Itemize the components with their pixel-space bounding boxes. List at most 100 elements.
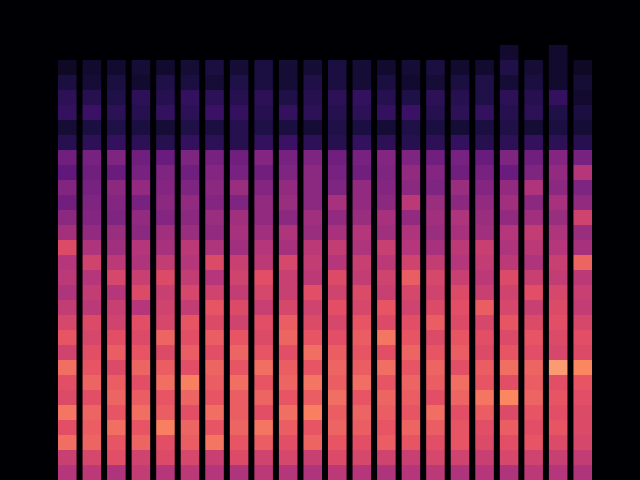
cell xyxy=(254,435,273,450)
cell xyxy=(451,345,470,360)
cell xyxy=(377,300,396,315)
cell xyxy=(156,450,175,465)
cell xyxy=(524,0,543,15)
cell xyxy=(230,360,249,375)
cell xyxy=(132,105,151,120)
cell xyxy=(156,285,175,300)
cell xyxy=(524,60,543,75)
cell xyxy=(83,390,102,405)
cell xyxy=(500,390,519,405)
cell xyxy=(156,240,175,255)
cell xyxy=(83,345,102,360)
cell xyxy=(132,420,151,435)
cell xyxy=(524,30,543,45)
cell xyxy=(230,165,249,180)
cell xyxy=(451,60,470,75)
cell xyxy=(254,120,273,135)
cell xyxy=(402,330,421,345)
cell xyxy=(205,330,224,345)
cell xyxy=(353,60,372,75)
cell xyxy=(205,345,224,360)
cell xyxy=(500,420,519,435)
cell xyxy=(328,90,347,105)
cell xyxy=(573,210,592,225)
cell xyxy=(205,225,224,240)
cell xyxy=(524,165,543,180)
cell xyxy=(328,135,347,150)
cell xyxy=(475,180,494,195)
cell xyxy=(475,195,494,210)
cell xyxy=(303,135,322,150)
cell xyxy=(58,165,77,180)
cell xyxy=(107,315,126,330)
cell xyxy=(402,450,421,465)
cell xyxy=(107,60,126,75)
cell xyxy=(58,225,77,240)
cell xyxy=(303,360,322,375)
cell xyxy=(328,75,347,90)
cell xyxy=(83,465,102,480)
cell xyxy=(58,15,77,30)
cell xyxy=(156,300,175,315)
cell xyxy=(205,165,224,180)
cell xyxy=(377,120,396,135)
cell xyxy=(132,90,151,105)
cell xyxy=(58,390,77,405)
cell xyxy=(58,420,77,435)
cell xyxy=(83,150,102,165)
cell xyxy=(181,45,200,60)
cell xyxy=(573,390,592,405)
cell xyxy=(426,360,445,375)
cell xyxy=(475,300,494,315)
cell xyxy=(377,360,396,375)
cell xyxy=(573,75,592,90)
cell xyxy=(353,210,372,225)
cell xyxy=(303,180,322,195)
cell xyxy=(230,60,249,75)
cell xyxy=(402,210,421,225)
cell xyxy=(377,90,396,105)
cell xyxy=(107,375,126,390)
cell xyxy=(156,390,175,405)
cell xyxy=(279,150,298,165)
cell xyxy=(83,180,102,195)
cell xyxy=(573,90,592,105)
cell xyxy=(303,75,322,90)
cell xyxy=(573,45,592,60)
cell xyxy=(303,375,322,390)
cell xyxy=(254,225,273,240)
cell xyxy=(377,195,396,210)
cell xyxy=(549,405,568,420)
cell xyxy=(132,255,151,270)
cell xyxy=(524,345,543,360)
cell xyxy=(230,75,249,90)
cell xyxy=(156,420,175,435)
cell xyxy=(230,435,249,450)
cell xyxy=(58,45,77,60)
cell xyxy=(549,255,568,270)
cell xyxy=(573,435,592,450)
cell xyxy=(205,255,224,270)
cell xyxy=(230,210,249,225)
cell xyxy=(402,420,421,435)
cell xyxy=(328,270,347,285)
cell xyxy=(303,390,322,405)
cell xyxy=(549,0,568,15)
cell xyxy=(58,120,77,135)
cell xyxy=(402,255,421,270)
cell xyxy=(475,210,494,225)
cell xyxy=(205,0,224,15)
cell xyxy=(475,420,494,435)
cell xyxy=(426,210,445,225)
cell xyxy=(524,420,543,435)
cell xyxy=(181,15,200,30)
cell xyxy=(426,60,445,75)
cell xyxy=(377,150,396,165)
cell xyxy=(353,465,372,480)
cell xyxy=(402,435,421,450)
cell xyxy=(83,30,102,45)
cell xyxy=(426,270,445,285)
cell xyxy=(426,15,445,30)
cell xyxy=(230,225,249,240)
cell xyxy=(549,165,568,180)
